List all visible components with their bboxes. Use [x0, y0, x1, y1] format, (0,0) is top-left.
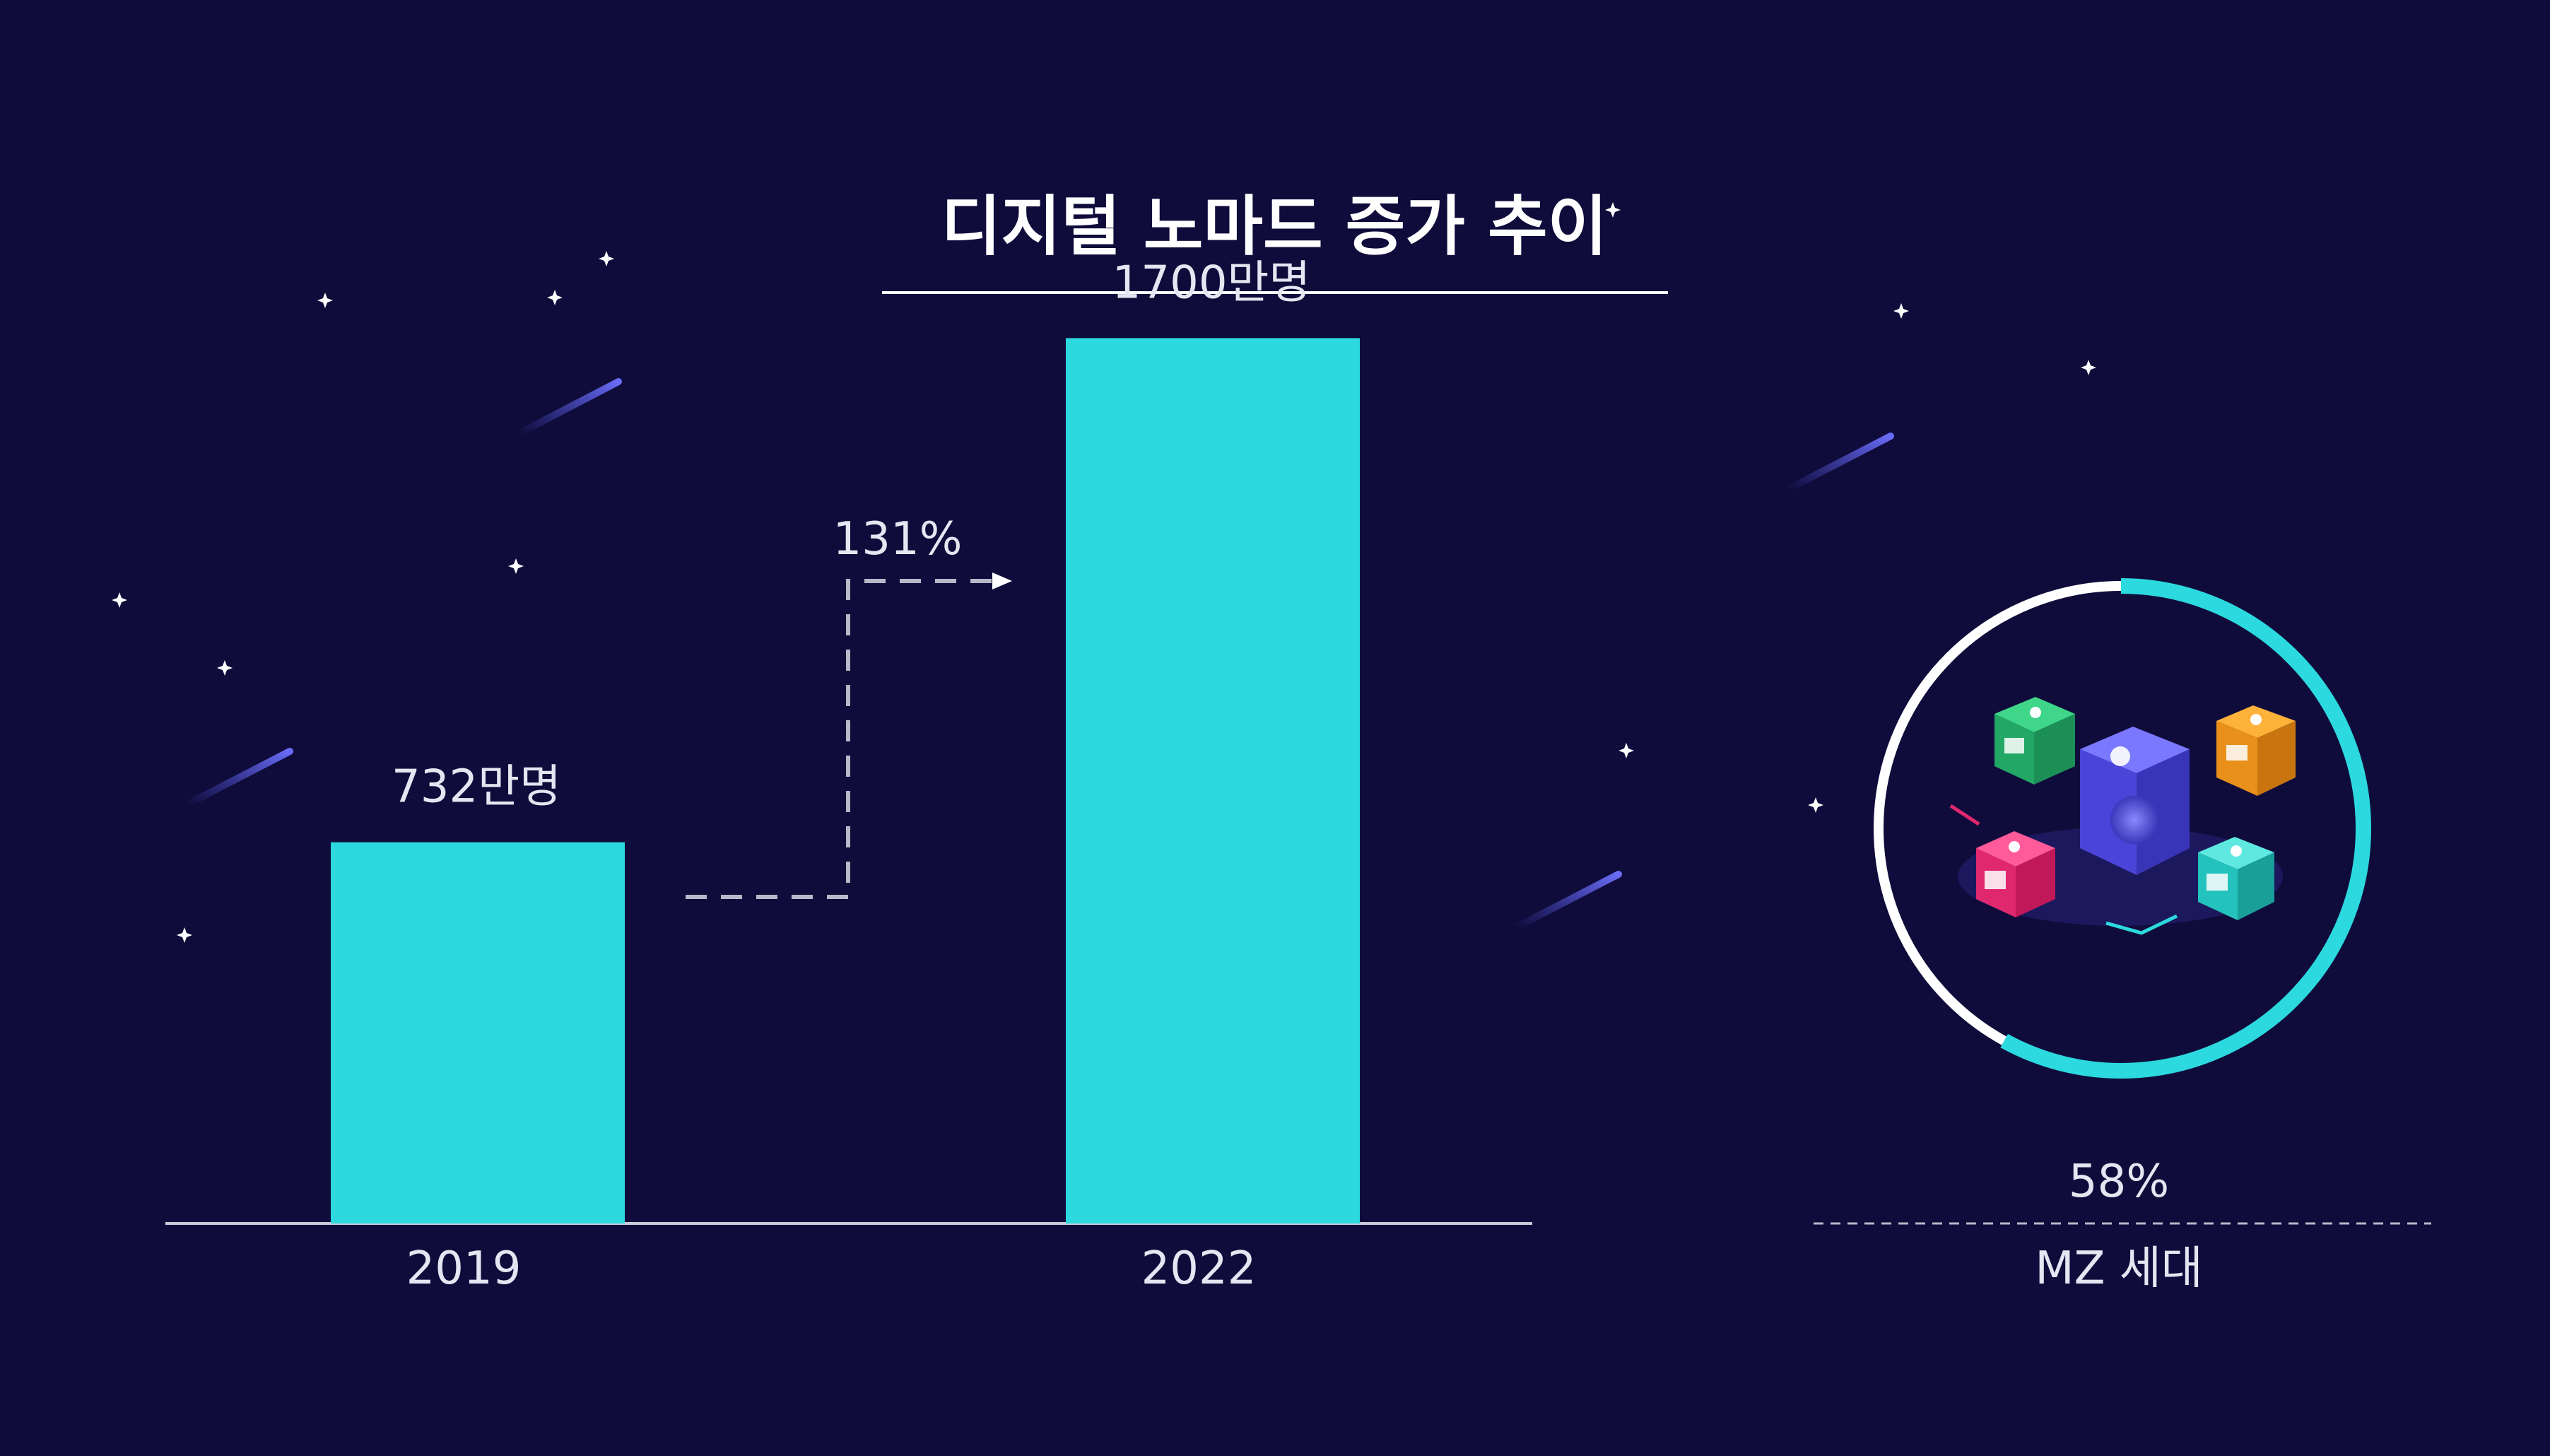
sparkle-star-icon: [508, 558, 524, 574]
x-tick-label-2022: 2022: [1141, 1243, 1257, 1295]
sparkle-star-icon: [599, 251, 614, 266]
sparkle-star-icon: [2081, 360, 2096, 375]
shooting-star-streak: [184, 748, 293, 808]
bar-2022: [1066, 338, 1360, 1223]
bar-2019: [331, 842, 625, 1223]
sparkle-star-icon: [112, 592, 127, 608]
sparkle-star-icon: [547, 290, 563, 305]
bar-value-label-2022: 1700만명: [1112, 257, 1311, 309]
ring-category-label: MZ 세대: [2035, 1243, 2202, 1295]
arrow-head-icon: [992, 573, 1012, 589]
ring-chart: 58% MZ 세대: [1814, 578, 2431, 1295]
chart-title: 디지털 노마드 증가 추이: [941, 189, 1608, 264]
shooting-star-streak: [1512, 871, 1622, 931]
shooting-star-streak: [1785, 433, 1894, 493]
shooting-star-streaks: [184, 378, 1894, 931]
ring-value-arc: [1871, 578, 2371, 1079]
sparkle-star-icon: [317, 293, 333, 308]
sparkle-star-icon: [1605, 202, 1621, 218]
work-management-cubes-icon: [1949, 697, 2296, 935]
bar-value-label-2019: 732만명: [392, 761, 561, 814]
ring-percent-label: 58%: [2069, 1156, 2169, 1208]
x-tick-label-2019: 2019: [406, 1243, 522, 1295]
sparkle-star-icon: [1893, 303, 1909, 319]
sparkle-star-icon: [1618, 743, 1634, 758]
sparkle-stars: [112, 202, 2096, 943]
sparkle-star-icon: [1808, 797, 1823, 813]
bar-chart: 732만명 1700만명 2019 2022 131%: [165, 257, 1532, 1295]
shooting-star-streak: [516, 378, 622, 437]
sparkle-star-icon: [177, 927, 192, 943]
sparkle-star-icon: [217, 660, 233, 676]
growth-percent-label: 131%: [833, 513, 963, 565]
growth-dashed-arrow: [686, 579, 997, 899]
decorative-background: [112, 202, 2096, 943]
